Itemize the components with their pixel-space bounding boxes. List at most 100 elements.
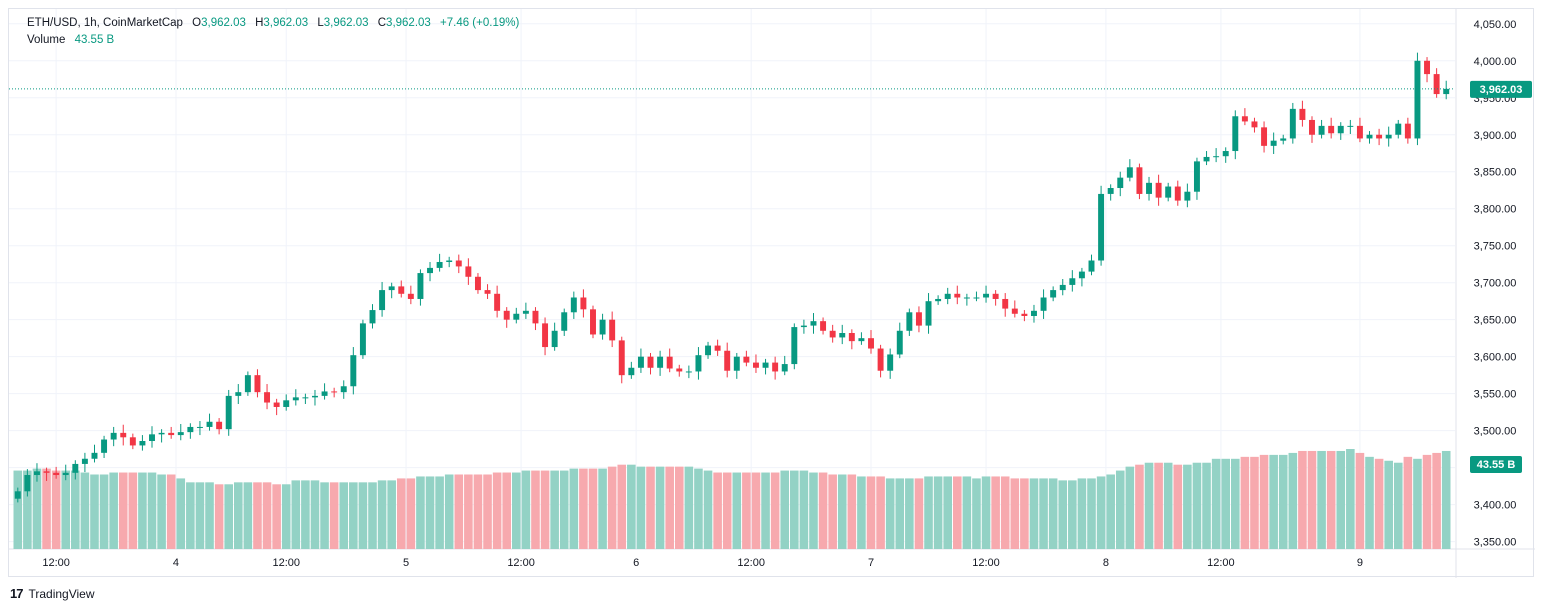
candle-body [1136,167,1143,194]
volume-bar [253,482,262,549]
candle-body [321,391,328,396]
volume-bar [655,466,665,549]
volume-bar [1192,462,1202,549]
volume-bar [818,472,828,549]
y-tick-label: 3,750.00 [1474,241,1517,253]
candle-body [139,441,146,446]
candle-body [1222,151,1229,157]
low-value: 3,962.03 [323,17,369,29]
volume-bar [809,472,818,549]
candle-body [53,472,60,476]
tradingview-brand: TradingView [28,586,95,601]
volume-bar [1020,478,1029,549]
candle-body [14,491,21,499]
candle-body [781,364,788,372]
candle-body [973,297,980,299]
candle-body [1002,298,1009,309]
volume-bar [1393,462,1403,549]
volume-bar [454,474,464,549]
symbol-label[interactable]: ETH/USD, 1h, CoinMarketCap [27,17,183,29]
candle-body [474,276,481,291]
volume-label[interactable]: Volume [27,34,66,46]
volume-bar [1077,478,1087,549]
candle-body [983,293,990,298]
volume-bar [607,466,617,549]
candle-body [1385,134,1392,139]
x-tick-label: 9 [1357,557,1363,569]
volume-bar [320,482,329,549]
candle-body [158,432,165,435]
candle-body [149,434,155,441]
volume-bar [1211,458,1221,549]
volume-bar [1173,464,1183,549]
volume-tag-label: 43.55 B [1477,459,1516,471]
volume-bar [684,466,694,549]
candle-body [935,298,942,302]
y-tick-label: 3,800.00 [1474,204,1517,216]
volume-bar [329,482,339,549]
candle-body [1174,186,1181,201]
volume-bar [224,484,233,549]
volume-bar [636,466,646,549]
candle-body [177,432,184,436]
candle-body [877,348,884,371]
volume-bar [569,468,579,549]
volume-bar [847,474,857,549]
candle-body [963,297,970,299]
candle-body [628,367,635,376]
volume-bar [694,468,703,549]
candle-body [1232,116,1239,152]
candle-body [1376,134,1383,139]
volume-bar [464,474,473,549]
candle-body [868,338,874,349]
volume-bar [751,472,761,549]
volume-bar [1106,474,1115,549]
candle-body [1347,125,1354,127]
candle-body [1040,297,1047,311]
candle-body [446,260,453,262]
volume-bar [1422,454,1432,549]
candle-body [1126,167,1133,178]
volume-bar [1240,456,1250,549]
candle-body [695,355,702,372]
x-tick-label: 12:00 [737,557,765,569]
volume-bar [972,478,981,549]
y-tick-label: 3,550.00 [1474,389,1517,401]
candle-body [1433,74,1440,95]
volume-bar [1374,458,1384,549]
candle-body [81,458,88,464]
volume-bar [492,472,502,549]
candle-body [455,260,462,267]
volume-bar [1365,456,1374,549]
volume-bar [1058,480,1068,549]
volume-bar [42,468,51,549]
volume-bar [1278,454,1288,549]
volume-bar [521,470,531,549]
chart-panel[interactable]: 12:00 4 12:00 5 12:00 6 12:00 7 12:00 8 12:00 9 4,05… [8,8,1535,578]
candle-body [168,432,175,436]
volume-bar [952,476,962,549]
volume-bar [90,474,99,549]
candle-body [772,362,779,372]
candle-body [1203,156,1210,162]
volume-bar [1441,450,1451,549]
candle-body [350,355,357,387]
candle-body [1050,290,1057,298]
price-chart[interactable]: 12:00 4 12:00 5 12:00 6 12:00 7 12:00 8 12:00 9 4,05… [9,9,1535,578]
volume-bar [512,472,521,549]
volume-bar [80,472,90,549]
tradingview-footer[interactable]: 17 TradingView [10,586,95,601]
candle-body [292,397,299,401]
candle-body [705,345,712,356]
volume-bar [387,480,396,549]
volume-bar [770,472,780,549]
candle-body [1366,134,1373,139]
candle-body [187,426,194,433]
candle-body [273,402,280,407]
volume-bar [1135,464,1144,549]
open-label: O [192,17,202,29]
candle-body [1251,121,1258,128]
volume-bar [991,476,1000,549]
candle-body [1261,127,1268,146]
volume-bar [416,476,425,549]
